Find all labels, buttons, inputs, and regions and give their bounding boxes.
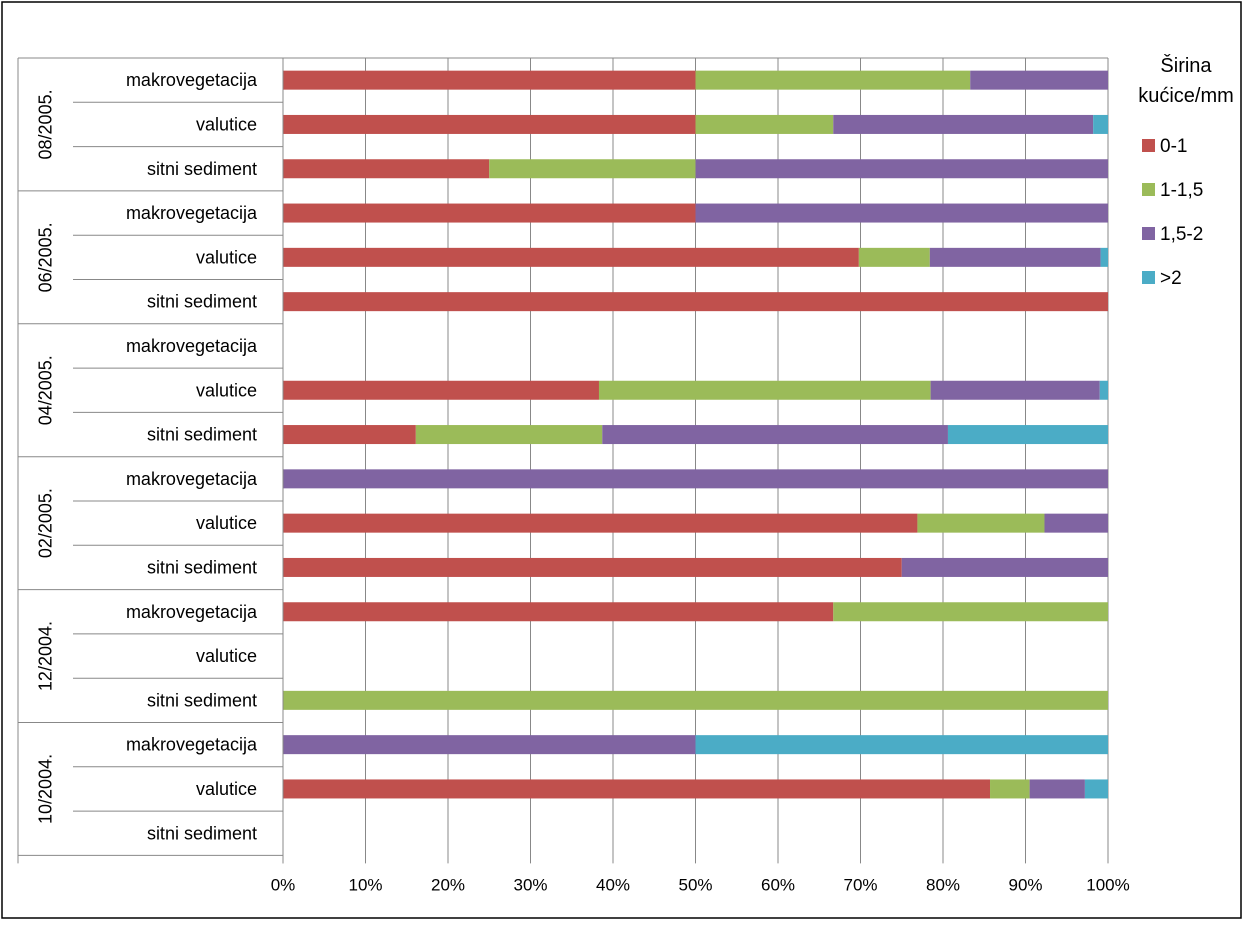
group-label: 06/2005. [36,222,56,292]
bar-segment [990,779,1030,799]
category-label: makrovegetacija [126,203,258,223]
bar-segment [901,557,1108,577]
bar-segment [283,690,1108,710]
bar-segment [917,513,1045,533]
bar-segment [1044,513,1108,533]
bar-segment [947,425,1108,445]
bar-segment [833,114,1094,134]
bar-segment [283,557,902,577]
bar-segment [283,602,834,622]
category-label: makrovegetacija [126,336,258,356]
x-tick-label: 70% [843,875,877,894]
bar-segment [283,469,1108,489]
bars [283,70,1108,799]
legend-label: 0-1 [1160,136,1187,157]
x-tick-label: 10% [348,875,382,894]
bar-segment [283,380,599,400]
bar-segment [489,159,696,179]
x-axis-ticks: 0% 10% 20% 30% 40% 50% 60% 70% 80% 90% 100% [271,875,1130,894]
legend-swatch [1142,271,1155,284]
legend-label: 1-1,5 [1160,180,1203,201]
bar-segment [1093,114,1108,134]
bar-segment [1029,779,1085,799]
legend: Širina kućice/mm 0-1 1-1,5 1,5-2 >2 [1138,54,1234,289]
category-label: sitni sediment [147,159,257,179]
bar-segment [970,70,1108,90]
bar-segment [930,380,1100,400]
legend-swatch [1142,139,1155,152]
legend-label: >2 [1160,268,1182,289]
x-tick-label: 20% [431,875,465,894]
x-tick-label: 100% [1086,875,1129,894]
bar-segment [283,159,490,179]
group-label: 04/2005. [36,355,56,425]
legend-title: kućice/mm [1138,85,1234,107]
category-label: valutice [196,380,257,400]
bar-segment [695,159,1108,179]
x-tick-label: 90% [1008,875,1042,894]
category-label: sitni sediment [147,690,257,710]
category-label: valutice [196,513,257,533]
legend-swatch [1142,183,1155,196]
category-label: makrovegetacija [126,602,258,622]
bar-segment [833,602,1108,622]
category-label: valutice [196,779,257,799]
bar-segment [415,425,603,445]
bar-segment [283,779,991,799]
x-tick-label: 30% [513,875,547,894]
category-label: makrovegetacija [126,469,258,489]
category-label: valutice [196,247,257,267]
x-tick-label: 60% [761,875,795,894]
bar-segment [283,114,696,134]
bar-segment [283,247,859,267]
group-label: 02/2005. [36,488,56,558]
category-label: sitni sediment [147,823,257,843]
category-label: makrovegetacija [126,70,258,90]
bar-segment [283,513,918,533]
category-table: 08/2005. makrovegetacija valutice sitni sed… [17,57,1108,864]
x-tick-label: 50% [678,875,712,894]
legend-label: 1,5-2 [1160,224,1203,245]
group-label: 08/2005. [36,89,56,159]
bar-segment [283,203,696,223]
category-label: sitni sediment [147,557,257,577]
x-tick-label: 0% [271,875,296,894]
bar-segment [1100,247,1108,267]
legend-swatch [1142,227,1155,240]
bar-segment [1084,779,1108,799]
legend-title: Širina [1160,54,1212,77]
category-label: valutice [196,646,257,666]
bar-segment [283,425,416,445]
bar-segment [695,114,834,134]
bar-segment [695,70,971,90]
category-label: makrovegetacija [126,735,258,755]
bar-segment [283,292,1108,312]
category-label: valutice [196,114,257,134]
category-label: sitni sediment [147,292,257,312]
group-label: 12/2004. [36,621,56,691]
bar-segment [602,425,948,445]
bar-segment [695,735,1108,755]
x-tick-label: 40% [596,875,630,894]
bar-segment [929,247,1101,267]
bar-segment [695,203,1108,223]
bar-segment [598,380,931,400]
bar-segment [283,70,696,90]
bar-segment [283,735,696,755]
bar-segment [1099,380,1108,400]
group-label: 10/2004. [36,754,56,824]
x-tick-label: 80% [926,875,960,894]
bar-segment [858,247,930,267]
category-label: sitni sediment [147,425,257,445]
